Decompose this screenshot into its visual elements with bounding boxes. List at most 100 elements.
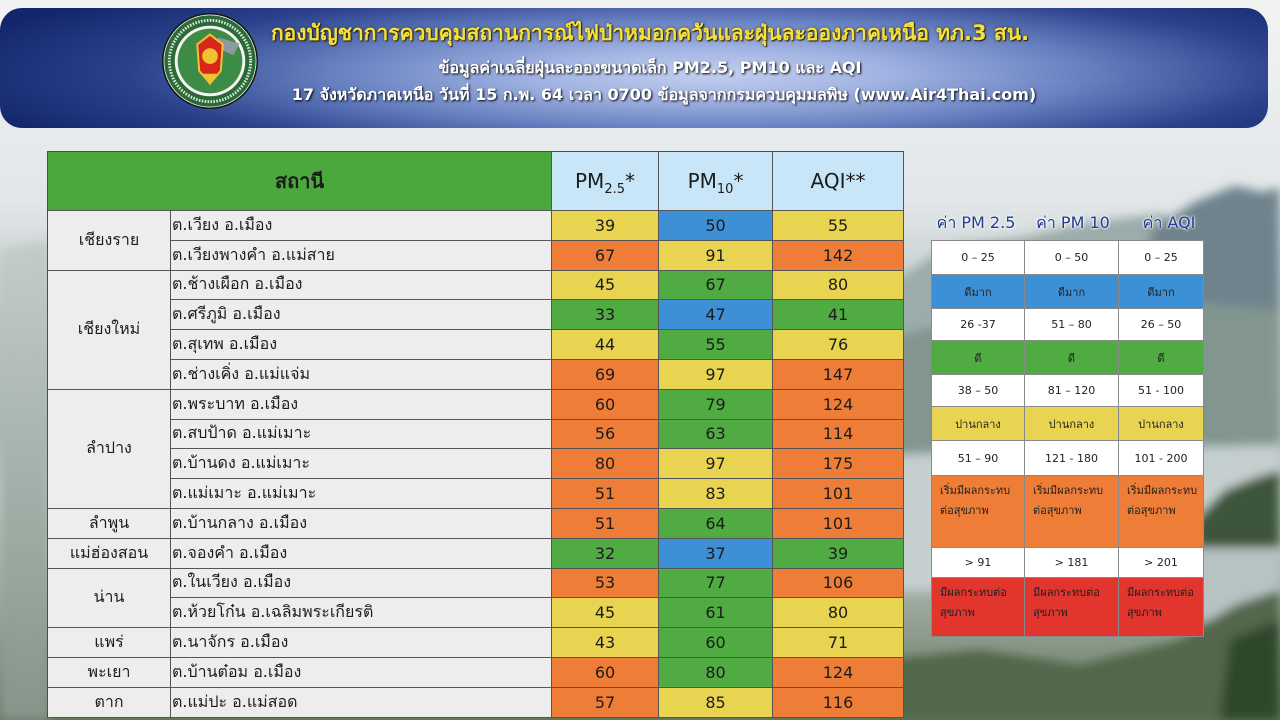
legend-range-cell: 0 – 50 <box>1025 241 1119 275</box>
pm25-value-cell: 69 <box>552 359 659 390</box>
pm25-header-text: PM2.5* <box>574 169 635 196</box>
pm25-value-cell: 45 <box>552 270 659 301</box>
forest <box>880 590 1280 720</box>
legend-header-aqi: ค่า AQI <box>1142 213 1196 232</box>
province-cell: เชียงใหม่ <box>48 270 171 390</box>
legend-level-cell: ดีมาก <box>1119 275 1204 309</box>
legend-level-cell: มีผลกระทบต่อสุขภาพ <box>1119 578 1204 637</box>
pm25-value-cell: 60 <box>552 389 659 420</box>
legend-range-cell: 26 – 50 <box>1119 309 1204 341</box>
aqi-value-cell: 147 <box>773 359 904 390</box>
station-location-cell: ต.แม่ปะ อ.แม่สอด <box>171 687 552 718</box>
aqi-value-cell: 55 <box>773 211 904 241</box>
province-cell: แม่ฮ่องสอน <box>48 538 171 569</box>
aqi-value-cell: 106 <box>773 568 904 599</box>
legend-level-cell: เริ่มมีผลกระทบต่อสุขภาพ <box>932 476 1025 548</box>
legend-header-pm10: ค่า PM 10 <box>1036 213 1110 232</box>
legend-range-cell: > 181 <box>1025 548 1119 578</box>
legend-range-cell: 0 – 25 <box>932 241 1025 275</box>
legend-level-cell: เริ่มมีผลกระทบต่อสุขภาพ <box>1119 476 1204 548</box>
station-location-cell: ต.ในเวียง อ.เมือง <box>171 568 552 599</box>
station-column-header: สถานี <box>48 152 552 211</box>
station-location-cell: ต.แม่เมาะ อ.แม่เมาะ <box>171 479 552 509</box>
pm10-value-cell: 91 <box>659 240 773 271</box>
logo-emblem-sun <box>202 48 218 64</box>
station-location-cell: ต.เวียง อ.เมือง <box>171 211 552 241</box>
legend-range-cell: > 91 <box>932 548 1025 578</box>
legend-range-cell: > 201 <box>1119 548 1204 578</box>
pm10-value-cell: 60 <box>659 628 773 658</box>
station-location-cell: ต.เวียงพางคำ อ.แม่สาย <box>171 240 552 271</box>
legend-level-cell: ดีมาก <box>1025 275 1119 309</box>
pm25-value-cell: 39 <box>552 211 659 241</box>
air-quality-table: สถานี PM2.5* PM10* AQI** เชียงราย ต.เวียง… <box>47 151 904 718</box>
legend-level-cell: ปานกลาง <box>932 407 1025 441</box>
pm25-column-header: PM2.5* <box>552 152 659 211</box>
legend-range-cell: 81 – 120 <box>1025 375 1119 407</box>
pm10-header-mark: * <box>733 169 744 193</box>
aqi-value-cell: 41 <box>773 300 904 331</box>
legend-range-cell: 51 – 80 <box>1025 309 1119 341</box>
agency-logo <box>161 12 259 110</box>
station-location-cell: ต.บ้านกลาง อ.เมือง <box>171 508 552 539</box>
legend-range-cell: 38 – 50 <box>932 375 1025 407</box>
pm10-value-cell: 80 <box>659 657 773 688</box>
pm10-header-base: PM <box>687 169 717 193</box>
legend-level-cell: ปานกลาง <box>1119 407 1204 441</box>
province-cell: พะเยา <box>48 657 171 688</box>
pm10-value-cell: 64 <box>659 508 773 539</box>
page-subtitle: ข้อมูลค่าเฉลี่ยฝุ่นละอองขนาดเล็ก PM2.5, … <box>438 58 862 77</box>
pm10-header-subscript: 10 <box>716 182 734 197</box>
pm25-header-base: PM <box>574 169 605 193</box>
pm25-value-cell: 60 <box>552 657 659 688</box>
station-location-cell: ต.จองคำ อ.เมือง <box>171 538 552 569</box>
pm10-value-cell: 55 <box>659 330 773 360</box>
page-title: กองบัญชาการควบคุมสถานการณ์ไฟป่าหมอกควันแ… <box>270 21 1030 45</box>
pm10-value-cell: 79 <box>659 389 773 420</box>
pm25-value-cell: 51 <box>552 508 659 539</box>
pm10-value-cell: 47 <box>659 300 773 331</box>
pm10-value-cell: 77 <box>659 568 773 599</box>
pm25-value-cell: 80 <box>552 449 659 480</box>
legend-level-cell: ปานกลาง <box>1025 407 1119 441</box>
pm10-value-cell: 37 <box>659 538 773 569</box>
aqi-value-cell: 101 <box>773 508 904 539</box>
pm25-header-mark: * <box>625 169 635 193</box>
station-location-cell: ต.ช้างเผือก อ.เมือง <box>171 270 552 301</box>
province-cell: เชียงราย <box>48 211 171 271</box>
aqi-value-cell: 71 <box>773 628 904 658</box>
aqi-value-cell: 39 <box>773 538 904 569</box>
pm10-column-header: PM10* <box>659 152 773 211</box>
station-location-cell: ต.ห้วยโก๋น อ.เฉลิมพระเกียรติ <box>171 598 552 629</box>
province-cell: ตาก <box>48 687 171 718</box>
pm25-value-cell: 51 <box>552 479 659 509</box>
aqi-value-cell: 142 <box>773 240 904 271</box>
province-cell: น่าน <box>48 568 171 629</box>
aqi-value-cell: 114 <box>773 419 904 450</box>
legend-headers: ค่า PM 2.5 ค่า PM 10 ค่า AQI <box>931 209 1213 237</box>
legend-level-cell: มีผลกระทบต่อสุขภาพ <box>1025 578 1119 637</box>
legend-range-cell: 0 – 25 <box>1119 241 1204 275</box>
province-cell: แพร่ <box>48 628 171 658</box>
header-banner: กองบัญชาการควบคุมสถานการณ์ไฟป่าหมอกควันแ… <box>0 8 1268 128</box>
station-location-cell: ต.บ้านดง อ.แม่เมาะ <box>171 449 552 480</box>
tree-line <box>1195 470 1280 548</box>
legend-level-cell: ดี <box>1025 341 1119 375</box>
aqi-value-cell: 124 <box>773 657 904 688</box>
pm25-value-cell: 45 <box>552 598 659 629</box>
pm25-value-cell: 32 <box>552 538 659 569</box>
pm25-value-cell: 43 <box>552 628 659 658</box>
pm10-value-cell: 61 <box>659 598 773 629</box>
province-cell: ลำปาง <box>48 389 171 509</box>
pm10-value-cell: 50 <box>659 211 773 241</box>
legend-range-cell: 121 - 180 <box>1025 441 1119 476</box>
legend-range-cell: 101 - 200 <box>1119 441 1204 476</box>
station-location-cell: ต.สุเทพ อ.เมือง <box>171 330 552 360</box>
pm25-value-cell: 56 <box>552 419 659 450</box>
pm25-value-cell: 57 <box>552 687 659 718</box>
legend-header-pm25: ค่า PM 2.5 <box>936 213 1016 232</box>
legend-level-cell: ดี <box>932 341 1025 375</box>
pm25-value-cell: 33 <box>552 300 659 331</box>
legend-table: 0 – 25 0 – 50 0 – 25 ดีมาก ดีมาก ดีมาก 26 -37 5… <box>931 240 1204 637</box>
